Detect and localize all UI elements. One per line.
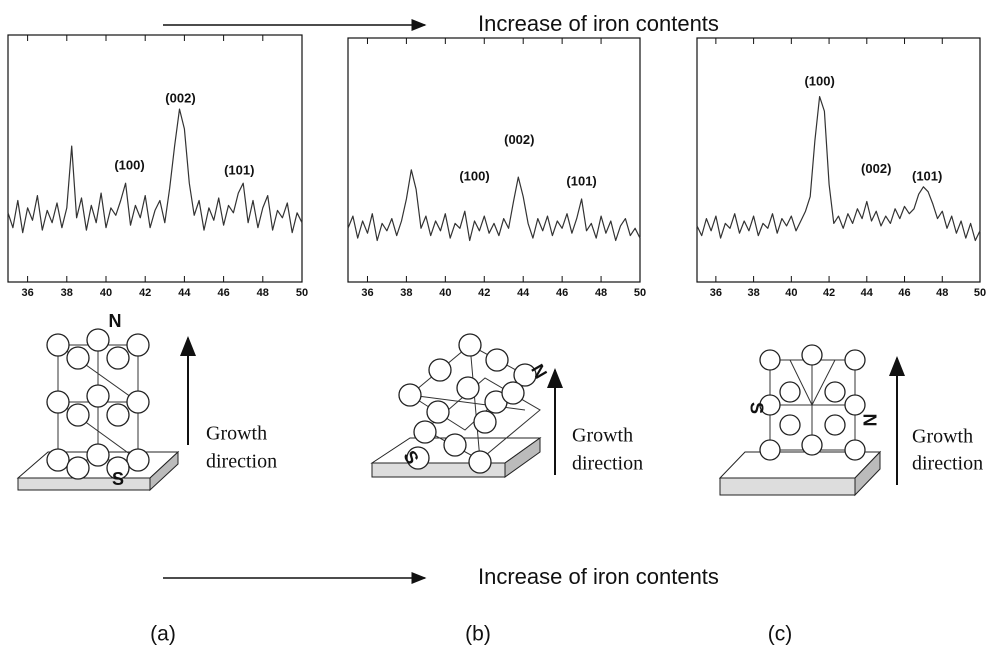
plot-frame bbox=[347, 37, 641, 283]
x-tick-label: 50 bbox=[296, 287, 308, 299]
plot-frame bbox=[7, 34, 303, 283]
x-tick-label: 46 bbox=[217, 287, 229, 299]
peak-label: (100) bbox=[114, 157, 144, 172]
x-tick-label: 46 bbox=[556, 287, 568, 299]
growth-label: direction bbox=[572, 453, 643, 475]
peak-label: (002) bbox=[504, 132, 534, 147]
x-tick-label: 36 bbox=[710, 287, 722, 299]
x-tick-label: 40 bbox=[100, 287, 112, 299]
caption: Increase of iron contents bbox=[478, 564, 719, 589]
plot-frame bbox=[696, 37, 981, 283]
peak-label: (100) bbox=[804, 73, 834, 88]
peak-label: (101) bbox=[912, 169, 942, 184]
growth-label: Growth bbox=[912, 426, 973, 448]
panel-label: (a) bbox=[150, 623, 176, 646]
x-tick-label: 48 bbox=[936, 287, 948, 299]
growth-label: Growth bbox=[206, 423, 267, 445]
pole-label: N bbox=[109, 311, 122, 331]
x-tick-label: 36 bbox=[361, 287, 373, 299]
x-tick-label: 50 bbox=[974, 287, 986, 299]
x-tick-label: 48 bbox=[257, 287, 269, 299]
x-tick-label: 38 bbox=[61, 287, 73, 299]
peak-label: (002) bbox=[861, 161, 891, 176]
peak-label: (100) bbox=[459, 169, 489, 184]
panel-label: (c) bbox=[768, 623, 793, 646]
data-line bbox=[696, 96, 981, 242]
x-tick-label: 50 bbox=[634, 287, 646, 299]
x-tick-label: 48 bbox=[595, 287, 607, 299]
peak-label: (101) bbox=[566, 173, 596, 188]
growth-label: direction bbox=[206, 451, 277, 473]
x-tick-label: 40 bbox=[439, 287, 451, 299]
crystal-diagram bbox=[370, 333, 542, 478]
growth-label: Growth bbox=[572, 425, 633, 447]
x-tick-label: 38 bbox=[747, 287, 759, 299]
growth-label: direction bbox=[912, 453, 983, 475]
panel-label: (b) bbox=[465, 623, 491, 646]
data-line bbox=[347, 169, 641, 242]
x-tick-label: 42 bbox=[823, 287, 835, 299]
x-tick-label: 46 bbox=[898, 287, 910, 299]
pole-label: S bbox=[746, 402, 766, 414]
x-tick-label: 36 bbox=[21, 287, 33, 299]
pole-label: S bbox=[112, 469, 124, 489]
x-tick-label: 42 bbox=[139, 287, 151, 299]
crystal-diagram bbox=[718, 344, 882, 497]
peak-label: (101) bbox=[224, 162, 254, 177]
x-tick-label: 44 bbox=[517, 287, 530, 299]
pole-label: N bbox=[859, 414, 879, 427]
crystal-diagram bbox=[16, 328, 180, 492]
x-tick-label: 44 bbox=[178, 287, 191, 299]
peak-label: (002) bbox=[165, 91, 195, 106]
x-tick-label: 42 bbox=[478, 287, 490, 299]
x-tick-label: 44 bbox=[861, 287, 874, 299]
x-tick-label: 40 bbox=[785, 287, 797, 299]
data-line bbox=[7, 108, 303, 234]
x-tick-label: 38 bbox=[400, 287, 412, 299]
caption: Increase of iron contents bbox=[478, 11, 719, 36]
